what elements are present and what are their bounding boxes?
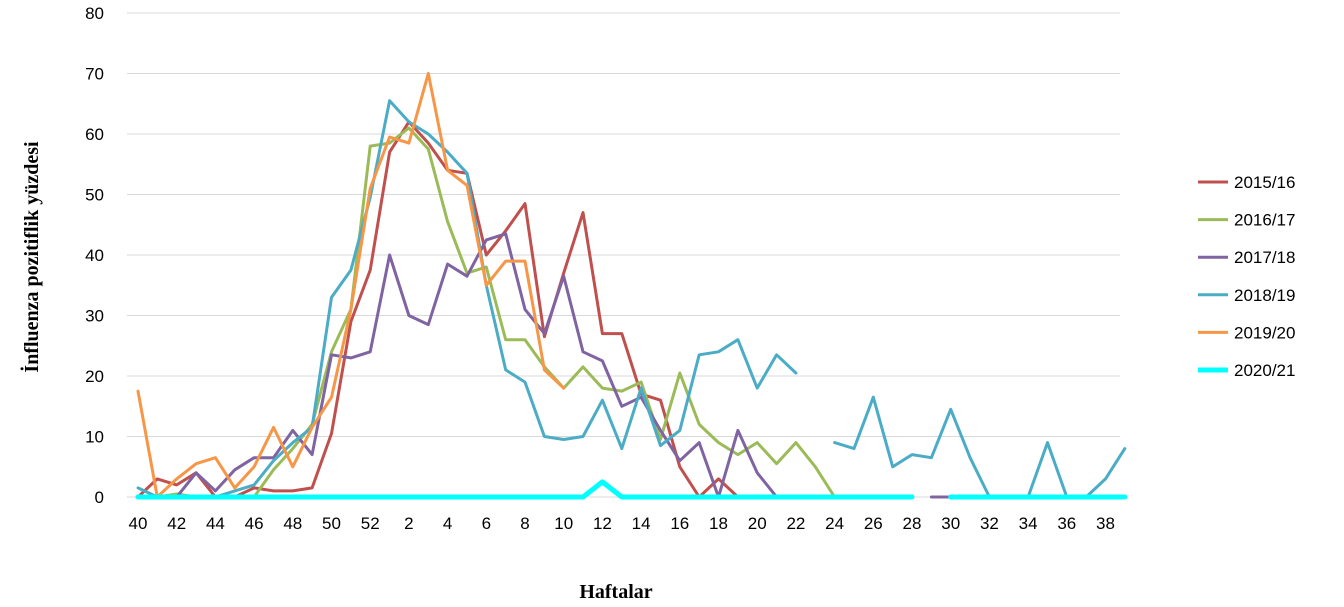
legend-label: 2015/16 [1234,173,1295,192]
y-axis-title: İnfluenza pozitiflik yüzdesi [19,141,43,373]
x-axis-title: Haftalar [579,581,652,603]
x-tick-label: 26 [864,514,883,533]
x-tick-label: 40 [129,514,148,533]
x-tick-label: 30 [941,514,960,533]
x-tick-label: 16 [670,514,689,533]
y-axis-ticks: 0 10 20 30 40 50 60 70 80 [85,4,104,507]
x-axis-ticks: 40 42 44 46 48 50 52 2 4 6 8 10 12 14 16 18 20 22 24 26 28 30… [129,514,1115,533]
y-tick-label: 80 [85,4,104,23]
series-line-2019-20 [136,72,566,499]
x-tick-label: 24 [825,514,844,533]
x-tick-label: 52 [361,514,380,533]
x-tick-label: 48 [283,514,302,533]
y-tick-label: 20 [85,367,104,386]
legend-label: 2018/19 [1234,286,1295,305]
series-lines [135,72,1128,500]
legend-label: 2020/21 [1234,361,1295,380]
series-line-2017-18 [136,232,953,499]
y-tick-label: 0 [95,488,104,507]
x-tick-label: 10 [554,514,573,533]
x-tick-label: 44 [206,514,225,533]
series-line-2020-21 [135,479,1128,500]
x-tick-label: 6 [482,514,491,533]
series-line-2016-17 [136,126,837,499]
y-tick-label: 40 [85,246,104,265]
x-tick-label: 42 [167,514,186,533]
legend: 2015/16 2016/17 2017/18 2018/19 2019/20 2020/… [1198,173,1295,380]
x-tick-label: 12 [593,514,612,533]
y-tick-label: 60 [85,125,104,144]
x-tick-label: 34 [1019,514,1038,533]
x-tick-label: 4 [443,514,452,533]
legend-label: 2017/18 [1234,248,1295,267]
x-tick-label: 46 [245,514,264,533]
series-line-2015-16 [136,120,740,499]
x-tick-label: 36 [1057,514,1076,533]
x-tick-label: 32 [980,514,999,533]
y-tick-label: 10 [85,428,104,447]
y-tick-label: 70 [85,65,104,84]
y-tick-label: 30 [85,307,104,326]
x-tick-label: 50 [322,514,341,533]
x-tick-label: 28 [903,514,922,533]
gridlines [127,12,1120,437]
x-tick-label: 20 [748,514,767,533]
x-tick-label: 14 [632,514,651,533]
x-tick-label: 2 [404,514,413,533]
legend-label: 2019/20 [1234,323,1295,342]
legend-label: 2016/17 [1234,211,1295,230]
x-tick-label: 8 [520,514,529,533]
y-tick-label: 50 [85,186,104,205]
x-tick-label: 22 [786,514,805,533]
x-tick-label: 18 [709,514,728,533]
x-tick-label: 38 [1096,514,1115,533]
